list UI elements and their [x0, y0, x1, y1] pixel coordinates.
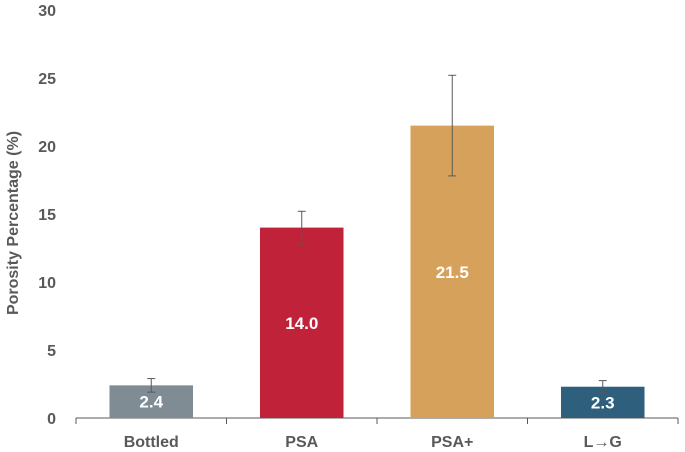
data-label: 2.4 [139, 393, 163, 412]
y-tick-label: 15 [38, 207, 56, 224]
data-label: 14.0 [285, 314, 318, 333]
x-tick-label: PSA [285, 434, 318, 451]
y-axis: 0 5 10 15 20 25 30 [38, 3, 56, 428]
data-label: 2.3 [591, 393, 615, 412]
error-bars [147, 74, 607, 394]
bars [109, 125, 645, 418]
y-tick-label: 20 [38, 139, 56, 156]
y-tick-label: 25 [38, 71, 56, 88]
data-labels: 2.4 14.0 21.5 2.3 [139, 263, 614, 413]
data-label: 21.5 [436, 263, 469, 282]
y-tick-label: 30 [38, 3, 56, 20]
bar-PSA [259, 227, 344, 418]
y-axis-title: Porosity Percentage (%) [5, 131, 22, 315]
category-labels: Bottled PSA PSA+ L→G [124, 434, 622, 451]
y-tick-label: 5 [47, 343, 56, 360]
x-tick-label: L→G [584, 434, 622, 451]
y-tick-label: 0 [47, 411, 56, 428]
x-tick-label: Bottled [124, 434, 179, 451]
x-tick-label: PSA+ [431, 434, 473, 451]
y-tick-label: 10 [38, 275, 56, 292]
x-axis [75, 417, 679, 424]
